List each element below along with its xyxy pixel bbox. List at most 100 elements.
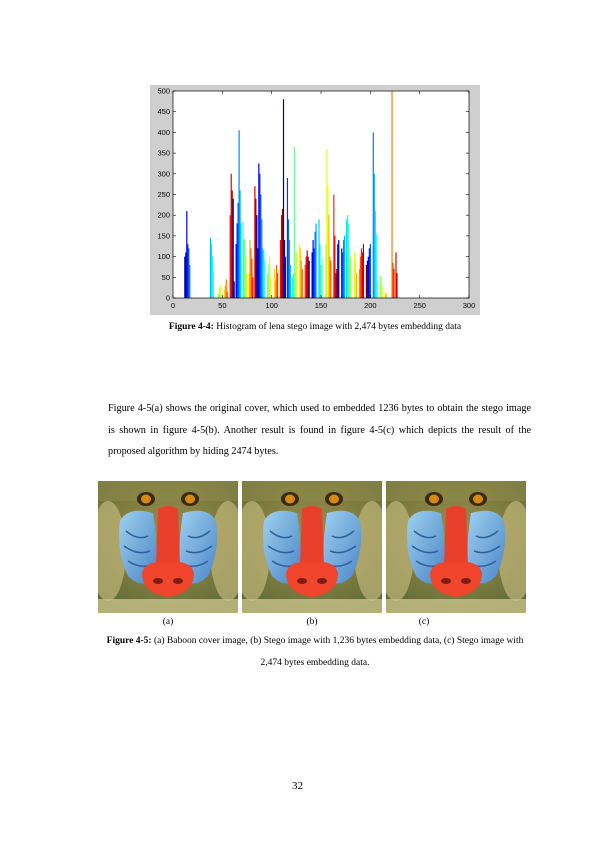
- histogram-bar: [385, 293, 387, 298]
- histogram-bar: [366, 260, 368, 298]
- histogram-bar: [250, 248, 252, 298]
- histogram-bar: [283, 240, 286, 298]
- baboon-image-b: [242, 481, 382, 613]
- histogram-bar: [381, 285, 383, 298]
- histogram-bar: [276, 273, 279, 298]
- histogram-bar: [225, 279, 227, 298]
- histogram-bar: [246, 273, 248, 298]
- figure-4-4-label: Figure 4-4:: [168, 322, 214, 332]
- histogram-bar: [327, 186, 329, 298]
- x-tick-label: 200: [364, 301, 377, 310]
- histogram-bar: [337, 244, 339, 298]
- histogram-bar: [313, 248, 315, 298]
- histogram-bar: [361, 252, 364, 298]
- histogram-bar: [217, 293, 219, 298]
- histogram-bar: [184, 256, 186, 298]
- histogram-bar: [255, 198, 257, 298]
- figure-4-5-label: Figure 4-5:: [106, 636, 152, 646]
- histogram-bar: [335, 273, 337, 298]
- histogram-bar: [367, 256, 369, 298]
- y-tick-label: 150: [157, 231, 170, 240]
- histogram-bar: [280, 215, 283, 298]
- histogram-bar: [320, 264, 322, 298]
- y-tick-label: 0: [166, 294, 170, 303]
- histogram-bar: [258, 163, 260, 298]
- histogram-bar: [186, 211, 188, 298]
- histogram-bar: [373, 173, 375, 298]
- histogram-bar: [236, 223, 238, 298]
- histogram-bar: [244, 237, 246, 298]
- histogram-bar: [224, 285, 226, 298]
- histogram-bar: [304, 264, 306, 298]
- histogram-bar: [226, 291, 228, 298]
- histogram-bar: [329, 256, 331, 298]
- histogram-bar: [260, 194, 262, 298]
- histogram-bar: [358, 269, 361, 298]
- histogram-bar: [298, 244, 300, 298]
- histogram-bar: [336, 269, 338, 298]
- histogram-bar: [384, 291, 386, 298]
- histogram-bar: [219, 285, 221, 298]
- histogram-bar: [395, 252, 397, 298]
- histogram-bar: [235, 244, 237, 298]
- histogram-bar: [252, 277, 254, 298]
- histogram-bar: [291, 277, 293, 298]
- histogram-bar: [396, 273, 398, 298]
- histogram-bar: [237, 202, 239, 298]
- histogram-bar: [295, 252, 297, 298]
- sub-label-b: (b): [306, 617, 318, 627]
- histogram-bar: [188, 248, 190, 298]
- histogram-bar: [314, 231, 316, 298]
- histogram-bar: [251, 258, 253, 298]
- histogram-bar: [279, 240, 282, 298]
- histogram-bar: [318, 219, 320, 298]
- histogram-bar: [256, 215, 258, 298]
- figure-4-4-caption-text: Histogram of lena stego image with 2,474…: [213, 322, 462, 332]
- histogram-bar: [238, 130, 240, 298]
- histogram-bar: [242, 221, 244, 298]
- x-tick-label: 0: [171, 301, 175, 310]
- histogram-bar: [289, 264, 292, 298]
- histogram-bar: [293, 146, 295, 298]
- histogram-bar: [243, 240, 245, 298]
- histogram-bar: [307, 256, 309, 298]
- histogram-bar: [359, 256, 362, 298]
- sub-label-a: (a): [162, 617, 174, 627]
- histogram-bar: [347, 215, 349, 298]
- histogram-bar: [342, 252, 344, 298]
- histogram-bar: [248, 273, 250, 298]
- histogram-bar: [232, 198, 234, 298]
- histogram-bar: [282, 99, 285, 298]
- histogram-bar: [223, 289, 225, 298]
- y-tick-label: 50: [162, 273, 170, 282]
- histogram-bar: [261, 219, 263, 298]
- x-tick-label: 300: [463, 301, 476, 310]
- histogram-bar: [319, 244, 321, 298]
- histogram-bar: [344, 235, 346, 298]
- y-tick-label: 350: [157, 149, 170, 158]
- histogram-bar: [245, 256, 247, 298]
- histogram-bar: [328, 215, 330, 298]
- histogram-bar: [187, 244, 189, 298]
- histogram-bar: [254, 186, 256, 298]
- histogram-bar: [229, 215, 231, 298]
- histogram-bar: [393, 269, 395, 298]
- figure-4-5-caption: Figure 4-5: (a) Baboon cover image, (b) …: [100, 630, 530, 674]
- histogram-bar: [287, 219, 290, 298]
- histogram-bar: [211, 256, 214, 298]
- histogram-bar: [274, 269, 276, 298]
- x-tick-label: 250: [413, 301, 426, 310]
- histogram-bar: [376, 281, 378, 298]
- figure-4-5-caption-text: (a) Baboon cover image, (b) Stego image …: [151, 636, 524, 668]
- histogram-bar: [325, 244, 327, 298]
- histogram-bar: [212, 271, 215, 298]
- y-tick-label: 250: [157, 190, 170, 199]
- histogram-bar: [185, 252, 187, 298]
- histogram-bar: [311, 252, 313, 298]
- y-tick-label: 450: [157, 107, 170, 116]
- histogram-bar: [346, 219, 348, 298]
- histogram-bar: [369, 244, 371, 298]
- y-tick-label: 100: [157, 252, 170, 261]
- histogram-bar: [379, 275, 381, 298]
